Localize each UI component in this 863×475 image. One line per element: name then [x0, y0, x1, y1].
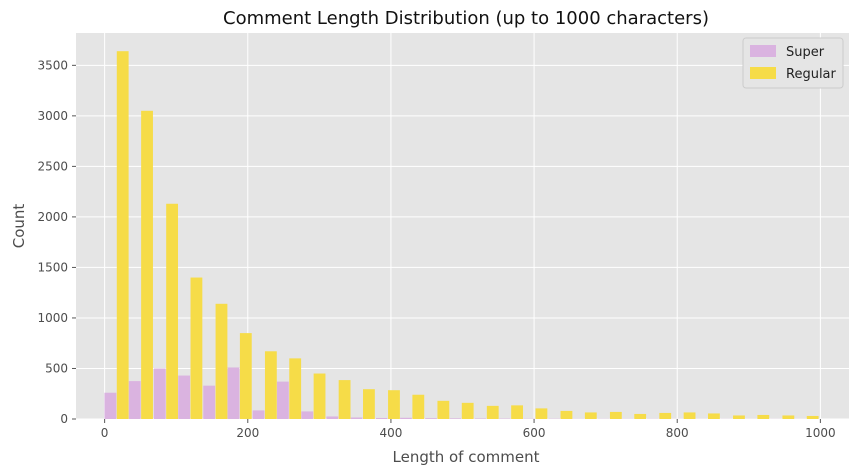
y-tick-label: 500: [45, 361, 68, 375]
x-tick-label: 0: [101, 426, 109, 440]
bar-regular: [264, 351, 277, 419]
bar-regular: [388, 390, 400, 419]
bar-regular: [584, 412, 597, 419]
bar-super: [153, 368, 166, 419]
bar-super: [178, 375, 191, 419]
bar-regular: [757, 414, 770, 419]
bar-super: [276, 381, 289, 419]
bar-regular: [338, 380, 351, 419]
bar-regular: [560, 410, 573, 419]
bar-regular: [461, 402, 474, 419]
bar-super: [474, 418, 487, 419]
legend: Super Regular: [742, 37, 844, 89]
bar-regular: [116, 51, 129, 420]
bar-regular: [289, 358, 302, 419]
legend-label-regular: Regular: [786, 67, 837, 82]
bar-regular: [609, 411, 622, 419]
y-tick-label: 1500: [37, 260, 68, 274]
bars-group: [104, 51, 819, 420]
y-tick-label: 3000: [37, 109, 68, 123]
x-axis-label: Length of comment: [393, 448, 540, 466]
bar-super: [227, 367, 240, 419]
bar-super: [252, 410, 265, 419]
legend-label-super: Super: [786, 45, 825, 60]
bar-regular: [486, 405, 499, 419]
bar-super: [203, 385, 216, 419]
bar-super: [350, 417, 363, 419]
bar-super: [326, 416, 339, 419]
chart-title: Comment Length Distribution (up to 1000 …: [223, 8, 709, 29]
plot-background: [76, 33, 849, 419]
bar-regular: [634, 413, 647, 419]
bar-regular: [806, 415, 819, 419]
bar-regular: [683, 412, 696, 419]
x-tick-label: 400: [379, 426, 402, 440]
bar-super: [301, 411, 314, 419]
bar-regular: [363, 389, 375, 419]
bar-super: [375, 417, 388, 419]
x-tick-label: 200: [236, 426, 259, 440]
bar-regular: [141, 110, 153, 420]
grid-lines: [76, 33, 849, 420]
bar-regular: [239, 333, 252, 419]
bar-regular: [437, 400, 450, 419]
bar-regular: [659, 412, 672, 419]
bar-super: [104, 392, 117, 419]
bar-super: [128, 381, 141, 419]
y-tick-label: 0: [60, 412, 68, 426]
legend-swatch-regular: [750, 67, 776, 79]
y-tick-label: 2000: [37, 210, 68, 224]
x-tick-label: 1000: [805, 426, 836, 440]
y-tick-label: 2500: [37, 159, 68, 173]
bar-regular: [733, 415, 745, 419]
bar-regular: [535, 408, 548, 419]
bar-regular: [412, 394, 425, 419]
bar-regular: [707, 413, 720, 419]
legend-swatch-super: [750, 45, 776, 57]
bar-super: [449, 418, 462, 419]
x-axis-ticks: 0 200 400 600 800 1000: [101, 419, 836, 440]
y-tick-label: 3500: [37, 58, 68, 72]
bar-regular: [166, 203, 179, 419]
x-tick-label: 800: [666, 426, 689, 440]
bar-regular: [511, 405, 523, 419]
bar-super: [425, 418, 437, 419]
bar-regular: [313, 373, 326, 419]
x-tick-label: 600: [523, 426, 546, 440]
bar-regular: [190, 277, 203, 419]
bar-regular: [782, 415, 795, 419]
y-tick-label: 1000: [37, 311, 68, 325]
y-axis-label: Count: [10, 204, 28, 249]
y-axis-ticks: 0 500 1000 1500 2000 2500 3000 3500: [37, 58, 76, 426]
bar-regular: [215, 303, 228, 419]
bar-super: [400, 417, 412, 419]
